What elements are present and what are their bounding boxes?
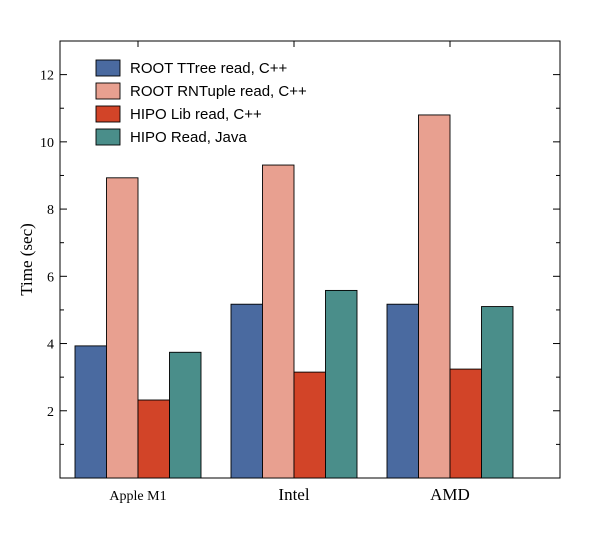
bar-root-rntuple-read-c-amd <box>418 114 451 479</box>
bars <box>74 114 514 479</box>
bar-root-ttree-read-c-intel <box>230 303 263 479</box>
y-tick-label: 10 <box>40 136 54 151</box>
y-axis-title: Time (sec) <box>17 223 36 296</box>
bar-hipo-lib-read-c-intel <box>293 371 326 479</box>
legend-swatch <box>95 128 121 146</box>
bar-root-rntuple-read-c-apple-m1 <box>106 177 139 479</box>
legend-swatch <box>95 82 121 100</box>
legend-label: ROOT TTree read, C++ <box>130 60 288 77</box>
bar-hipo-read-java-apple-m1 <box>169 351 202 479</box>
bar-root-ttree-read-c-amd <box>386 303 419 479</box>
y-tick-label: 12 <box>40 69 54 84</box>
bar-hipo-lib-read-c-apple-m1 <box>137 399 170 479</box>
bar-hipo-read-java-amd <box>481 306 514 479</box>
x-tick-label: Intel <box>278 485 309 504</box>
bar-root-ttree-read-c-apple-m1 <box>74 345 107 479</box>
axis-ticks <box>60 41 560 478</box>
y-tick-labels: 2 4 6 8 10 12 <box>40 69 54 420</box>
y-tick-label: 2 <box>47 405 54 420</box>
x-tick-labels: Apple M1 Intel AMD <box>109 485 469 504</box>
x-tick-label: Apple M1 <box>109 489 166 504</box>
y-tick-label: 4 <box>47 338 54 353</box>
legend-swatch <box>95 105 121 123</box>
legend-swatch <box>95 59 121 77</box>
bar-hipo-lib-read-c-amd <box>449 368 482 479</box>
legend-label: ROOT RNTuple read, C++ <box>130 83 307 100</box>
y-tick-label: 8 <box>47 203 54 218</box>
bar-root-rntuple-read-c-intel <box>262 164 295 479</box>
legend: ROOT TTree read, C++ ROOT RNTuple read, C… <box>95 59 307 146</box>
legend-label: HIPO Lib read, C++ <box>130 106 262 123</box>
y-tick-label: 6 <box>47 270 54 285</box>
x-tick-label: AMD <box>430 485 470 504</box>
legend-label: HIPO Read, Java <box>130 129 247 146</box>
bar-hipo-read-java-intel <box>325 289 358 479</box>
